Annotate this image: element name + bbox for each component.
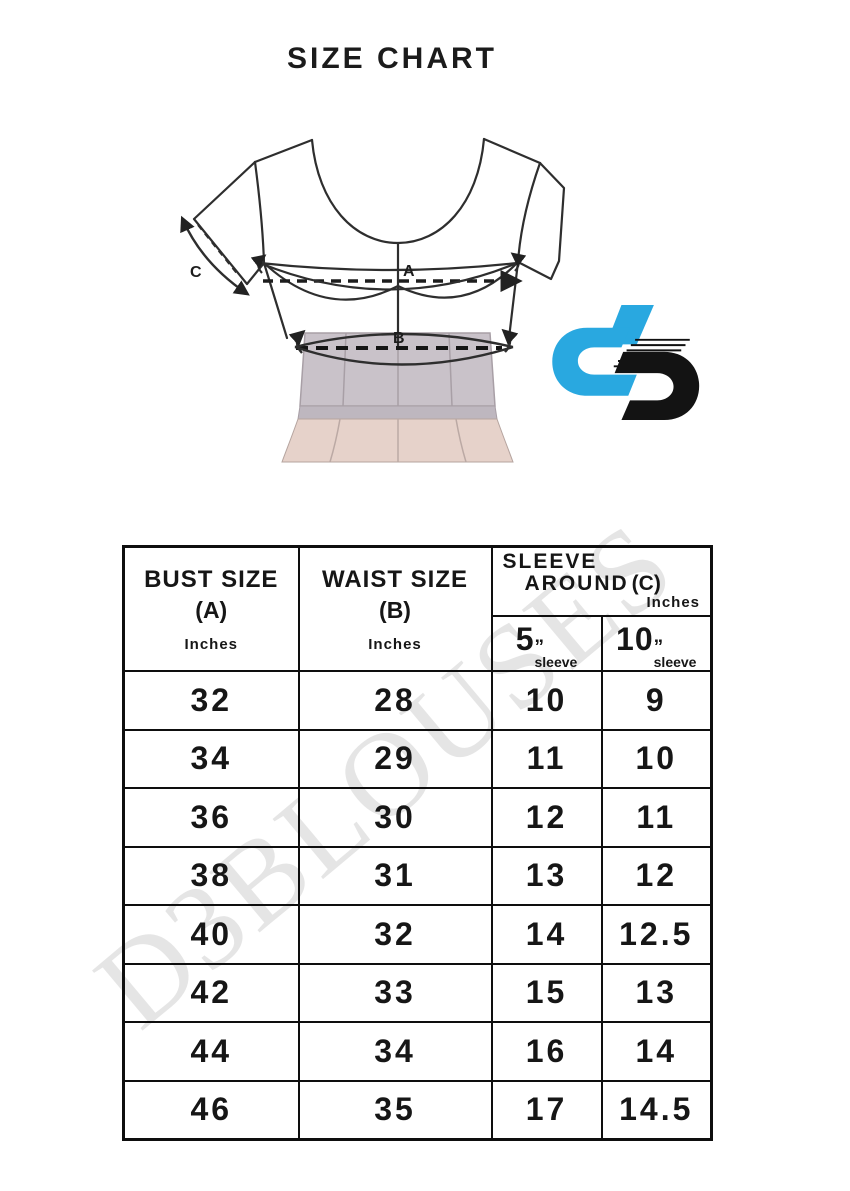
- size-cell: 31: [297, 845, 493, 906]
- waist-unit: Inches: [368, 636, 422, 653]
- size-cell: 28: [297, 670, 493, 731]
- size-cell: 15: [490, 962, 603, 1023]
- size-cell: 9: [600, 670, 713, 731]
- size-table: BUST SIZE (A) Inches WAIST SIZE (B) Inch…: [122, 545, 714, 1141]
- sleeve-label: C: [190, 264, 202, 281]
- sleeve-5-label: sleeve: [534, 653, 578, 670]
- size-cell: 17: [490, 1079, 603, 1140]
- table-row: 40 32 14 12.5: [122, 904, 713, 965]
- size-cell: 11: [600, 787, 713, 848]
- size-cell: 13: [600, 962, 713, 1023]
- sleeve-around-unit: Inches: [646, 594, 701, 612]
- blouse-outline: [192, 137, 566, 351]
- size-cell: 32: [122, 670, 300, 731]
- size-cell: 36: [122, 787, 300, 848]
- waist-label: B: [393, 330, 405, 347]
- waist-measure: B: [288, 328, 519, 366]
- column-header-waist: WAIST SIZE (B) Inches: [297, 545, 493, 672]
- sleeve-around-code: (C): [631, 572, 661, 596]
- mannequin-torso: [281, 332, 514, 463]
- d3-logo: [552, 305, 700, 421]
- size-cell: 16: [490, 1021, 603, 1082]
- size-cell: 30: [297, 787, 493, 848]
- size-cell: 29: [297, 728, 493, 789]
- size-cell: 46: [122, 1079, 300, 1140]
- table-row: 34 29 11 10: [122, 728, 713, 789]
- size-cell: 12: [490, 787, 603, 848]
- size-cell: 38: [122, 845, 300, 906]
- bust-code: (A): [195, 597, 228, 623]
- column-header-sleeve-around: SLEEVE AROUND (C) Inches: [490, 545, 713, 617]
- size-cell: 11: [490, 728, 603, 789]
- size-cell: 12: [600, 845, 713, 906]
- size-cell: 42: [122, 962, 300, 1023]
- inch-mark: ”: [534, 637, 543, 659]
- page-title: SIZE CHART: [287, 42, 497, 75]
- bust-label: A: [403, 263, 415, 280]
- subcolumn-header-10in-sleeve: 10” sleeve: [600, 615, 713, 672]
- sleeve-around-line2: AROUND (C): [524, 572, 661, 596]
- inch-mark: ”: [653, 637, 663, 659]
- blouse-measurement-diagram: A B C: [180, 137, 566, 463]
- size-cell: 34: [297, 1021, 493, 1082]
- column-header-bust: BUST SIZE (A) Inches: [122, 545, 300, 672]
- size-cell: 14.5: [600, 1079, 713, 1140]
- size-cell: 44: [122, 1021, 300, 1082]
- size-cell: 35: [297, 1079, 493, 1140]
- waist-code: (B): [379, 597, 411, 623]
- size-cell: 13: [490, 845, 603, 906]
- sleeve-around-line1: SLEEVE: [502, 550, 598, 573]
- size-cell: 12.5: [600, 904, 713, 965]
- size-cell: 40: [122, 904, 300, 965]
- size-cell: 14: [490, 904, 603, 965]
- size-cell: 10: [490, 670, 603, 731]
- sleeve-5-value: 5: [515, 621, 535, 658]
- bust-unit: Inches: [184, 636, 239, 653]
- waist-title: WAIST SIZE: [321, 566, 468, 593]
- size-table-header: BUST SIZE (A) Inches WAIST SIZE (B) Inch…: [122, 545, 713, 672]
- subcolumn-header-5in-sleeve: 5” sleeve: [490, 615, 603, 672]
- sleeve-10-value: 10: [616, 621, 654, 658]
- table-row: 36 30 12 11: [122, 787, 713, 848]
- table-row: 38 31 13 12: [122, 845, 713, 906]
- size-table-body: 32 28 10 9 34 29 11 10 36 30 12 11 38 31 13 12 40 32 14 12.…: [122, 670, 713, 1140]
- sleeve-10-label: sleeve: [653, 653, 697, 670]
- size-cell: 10: [600, 728, 713, 789]
- size-cell: 14: [600, 1021, 713, 1082]
- size-cell: 32: [297, 904, 493, 965]
- size-cell: 34: [122, 728, 300, 789]
- size-cell: 33: [297, 962, 493, 1023]
- sleeve-measure: C: [180, 215, 250, 296]
- table-row: 46 35 17 14.5: [122, 1079, 713, 1140]
- bust-title: BUST SIZE: [144, 566, 279, 593]
- table-row: 42 33 15 13: [122, 962, 713, 1023]
- bust-measure: A: [250, 252, 527, 293]
- table-row: 32 28 10 9: [122, 670, 713, 731]
- table-row: 44 34 16 14: [122, 1021, 713, 1082]
